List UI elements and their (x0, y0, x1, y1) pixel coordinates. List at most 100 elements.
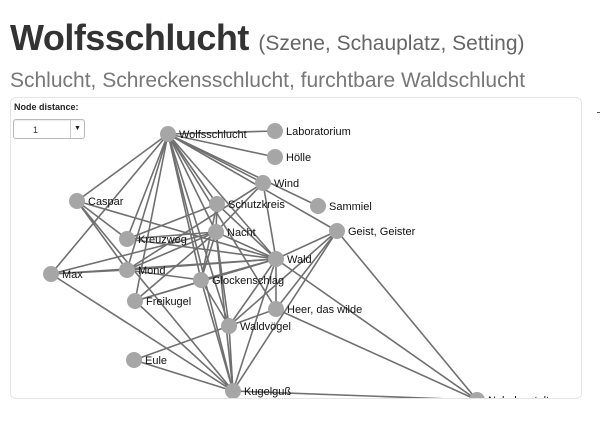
network-graph[interactable]: Wolfsschlucht Laboratorium Hölle Wind Sammie… (11, 98, 581, 398)
graph-node-heer[interactable]: Heer, das wilde (268, 301, 362, 317)
node-label: Glockenschlag (212, 275, 284, 287)
graph-node-freikugel[interactable]: Freikugel (127, 293, 191, 309)
edge-nacht-wald (215, 231, 277, 260)
graph-nodes: Wolfsschlucht Laboratorium Hölle Wind Sammie… (43, 123, 549, 398)
edge-wolfsschlucht-nacht (167, 133, 217, 233)
edge-caspar-mond (76, 200, 128, 271)
graph-node-wind[interactable]: Wind (255, 175, 299, 191)
edge-heer-waldvoegel (228, 308, 277, 327)
edge-wind-wald (262, 182, 277, 260)
edge-wald-waldvoegel (228, 258, 277, 327)
node-label: Wind (274, 178, 299, 190)
node-circle[interactable] (127, 293, 143, 309)
edge-caspar-kugelguss (76, 200, 234, 392)
edge-geist-waldvoegel (228, 230, 338, 327)
node-label: Laboratorium (286, 126, 351, 138)
node-label: Nacht (227, 227, 256, 239)
edge-nacht-max (50, 231, 217, 275)
node-distance-value: 1 (33, 125, 39, 135)
edge-wolfsschlucht-wald (167, 133, 277, 260)
node-circle[interactable] (160, 126, 176, 142)
node-circle[interactable] (126, 352, 142, 368)
node-circle[interactable] (268, 301, 284, 317)
graph-node-caspar[interactable]: Caspar (69, 193, 124, 209)
page-title: Wolfsschlucht (Szene, Schauplatz, Settin… (10, 18, 525, 64)
title-category: (Szene, Schauplatz, Setting) (258, 32, 525, 55)
edge-eule-kugelguss (133, 359, 234, 392)
graph-node-geist[interactable]: Geist, Geister (329, 223, 416, 239)
edge-wald-kugelguss (232, 258, 277, 392)
graph-node-max[interactable]: Max (43, 266, 83, 282)
edge-wolfsschlucht-heer (167, 133, 277, 310)
node-distance-label: Node distance: (14, 102, 79, 112)
node-circle[interactable] (267, 123, 283, 139)
graph-node-nebelgestalt[interactable]: Nebelgestalt (469, 392, 549, 398)
node-circle[interactable] (268, 251, 284, 267)
graph-edges (50, 130, 477, 398)
graph-node-nacht[interactable]: Nacht (208, 224, 256, 240)
node-circle[interactable] (119, 231, 135, 247)
edge-wind-mond (126, 182, 264, 271)
node-circle[interactable] (119, 262, 135, 278)
edge-glockenschlag-waldvoegel (200, 279, 230, 327)
graph-node-eule[interactable]: Eule (126, 352, 167, 368)
graph-node-kugelguss[interactable]: Kugelguß (225, 383, 291, 398)
node-circle[interactable] (255, 175, 271, 191)
graph-node-wald[interactable]: Wald (268, 251, 312, 267)
edge-mond-wald (126, 258, 277, 271)
edge-wolfsschlucht-freikugel (134, 133, 169, 302)
edge-wolfsschlucht-hoelle (167, 133, 276, 158)
node-label: Geist, Geister (348, 226, 416, 238)
node-label: Heer, das wilde (287, 304, 362, 316)
node-label: Wald (287, 254, 312, 266)
node-circle[interactable] (267, 149, 283, 165)
node-label: Waldvögel (240, 321, 291, 333)
edge-wolfsschlucht-waldvoegel (167, 133, 230, 327)
graph-node-kreuzweg[interactable]: Kreuzweg (119, 231, 187, 247)
page-subtitle: Schlucht, Schreckensschlucht, furchtbare… (10, 69, 526, 92)
node-label: Max (62, 269, 83, 281)
edge-waldvoegel-kugelguss (228, 325, 234, 392)
edge-schutzkreis-glockenschlag (200, 203, 218, 281)
node-circle[interactable] (329, 223, 345, 239)
edge-nacht-kugelguss (215, 231, 234, 392)
node-circle[interactable] (193, 272, 209, 288)
graph-node-wolfsschlucht[interactable]: Wolfsschlucht (160, 126, 247, 142)
node-circle[interactable] (208, 224, 224, 240)
node-circle[interactable] (225, 383, 241, 398)
graph-node-laboratorium[interactable]: Laboratorium (267, 123, 351, 139)
graph-node-waldvoegel[interactable]: Waldvögel (221, 318, 291, 334)
node-label: Kreuzweg (138, 234, 187, 246)
node-circle[interactable] (69, 193, 85, 209)
node-circle[interactable] (221, 318, 237, 334)
edge-kreuzweg-nacht (126, 231, 217, 240)
edge-wolfsschlucht-kugelguss (167, 133, 234, 392)
node-label: Hölle (286, 152, 311, 164)
node-circle[interactable] (209, 196, 225, 212)
graph-node-hoelle[interactable]: Hölle (267, 149, 311, 165)
title-name: Wolfsschlucht (10, 17, 249, 58)
graph-panel: Wolfsschlucht Laboratorium Hölle Wind Sammie… (10, 97, 582, 399)
edge-nacht-mond (126, 231, 217, 271)
edge-mond-glockenschlag (126, 269, 202, 281)
edge-wolfsschlucht-kreuzweg (126, 133, 169, 240)
node-circle[interactable] (43, 266, 59, 282)
edge-wolfsschlucht-schutzkreis (167, 133, 218, 205)
node-label: Eule (145, 355, 167, 367)
edge-geist-wald (275, 230, 338, 260)
node-distance-select[interactable]: 1 ▼ (13, 119, 85, 139)
edge-caspar-wald (76, 200, 277, 260)
edge-wolfsschlucht-sammiel (167, 133, 319, 207)
edge-glockenschlag-kugelguss (200, 279, 234, 392)
edge-kugelguss-nebelgestalt (232, 390, 445, 398)
node-circle[interactable] (469, 392, 485, 398)
node-label: Schutzkreis (228, 199, 285, 211)
edge-geist-heer (275, 230, 338, 310)
node-circle[interactable] (310, 198, 326, 214)
edge-geist-nebelgestalt (336, 230, 477, 398)
graph-node-schutzkreis[interactable]: Schutzkreis (209, 196, 285, 212)
graph-node-glockenschlag[interactable]: Glockenschlag (193, 272, 284, 288)
graph-node-sammiel[interactable]: Sammiel (310, 198, 372, 214)
node-label: Sammiel (329, 201, 372, 213)
graph-node-mond[interactable]: Mond (119, 262, 166, 278)
